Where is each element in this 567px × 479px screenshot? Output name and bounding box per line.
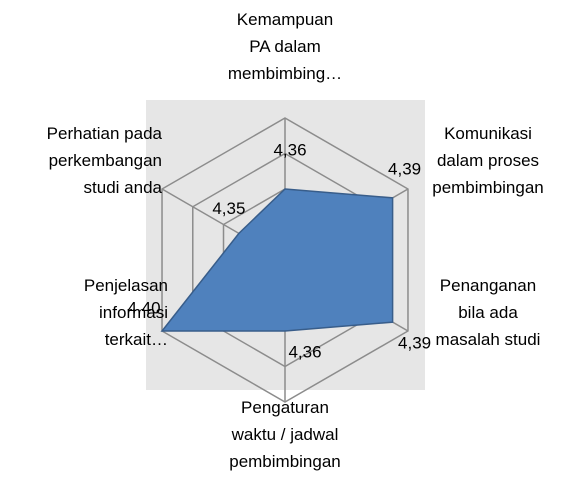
axis-label: Penanganan bila ada masalah studi — [435, 276, 541, 349]
value-label: 4,36 — [273, 140, 306, 159]
axis-label: Penjelasan informasi terkait… — [83, 276, 168, 349]
value-label: 4,40 — [127, 298, 160, 317]
value-label: 4,39 — [398, 334, 431, 353]
value-label: 4,35 — [212, 199, 245, 218]
axis-label: Kemampuan PA dalam membimbing… — [227, 10, 343, 83]
value-label: 4,39 — [388, 159, 421, 178]
value-label: 4,36 — [288, 342, 321, 361]
data-area — [160, 188, 394, 332]
axis-label: Perhatian pada perkembangan studi anda — [46, 124, 162, 197]
axis-label: Komunikasi dalam proses pembimbingan — [432, 124, 544, 197]
axis-label: Pengaturan waktu / jadwal pembimbingan — [229, 398, 341, 471]
